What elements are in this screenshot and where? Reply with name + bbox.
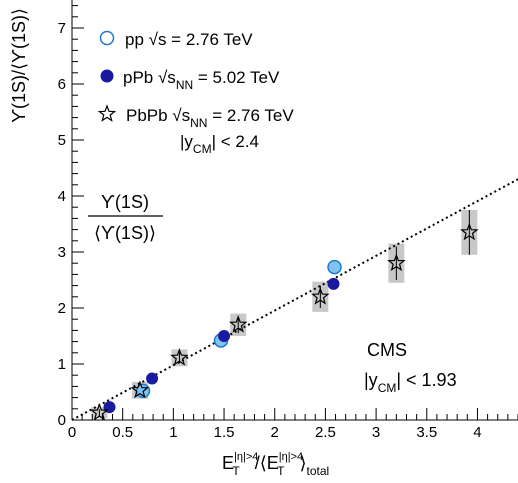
fraction-denominator: ⟨ϒ(1S)⟩	[94, 223, 156, 243]
ppb-marker-3	[327, 277, 340, 290]
x-tick-label: 3	[372, 424, 380, 441]
ppb-marker-1	[146, 372, 159, 385]
legend: pp √s = 2.76 TeV pPb √sNN = 5.02 TeV PbPb …	[97, 30, 294, 156]
legend-ppb-label: pPb √sNN = 5.02 TeV	[123, 68, 280, 92]
x-tick-label: 2.5	[315, 424, 336, 441]
x-tick-label: 0.5	[112, 424, 133, 441]
legend-ppb-marker	[100, 69, 114, 83]
legend-pbpb-rapidity: |yCM| < 2.4	[180, 132, 259, 156]
x-tick-label: 1.5	[214, 424, 235, 441]
ppb-marker-2	[218, 330, 231, 342]
data-markers	[90, 222, 479, 421]
y-tick-label: 5	[58, 132, 66, 149]
axes: 0 0.5 1 1.5 2 2.5 3 3.5 4 0 1 2 3 4 5 6 7 ϒ(1S)/⟨ϒ(1S)⟩ E|…	[9, 0, 518, 478]
legend-pbpb-marker	[97, 104, 117, 122]
y-axis-title: ϒ(1S)/⟨ϒ(1S)⟩	[9, 8, 29, 123]
y-tick-label: 6	[58, 76, 66, 93]
y-tick-label: 3	[58, 244, 66, 261]
y-tick-label: 4	[58, 188, 66, 205]
y-tick-label: 1	[58, 356, 66, 373]
cms-rapidity-label: |yCM| < 1.93	[364, 370, 457, 395]
x-tick-label: 3.5	[416, 424, 437, 441]
cms-label: CMS	[367, 340, 407, 360]
x-tick-label: 4	[473, 424, 481, 441]
pp-marker-2	[327, 259, 342, 275]
legend-pp-marker	[99, 30, 115, 46]
y-tick-label: 2	[58, 300, 66, 317]
star-marker-6	[460, 222, 479, 241]
x-axis-title: E|η|>4 T/⟨E|η|>4 T ⟩total	[222, 451, 329, 478]
star-marker-4	[311, 287, 330, 305]
star-marker-5	[387, 253, 406, 272]
annotations: ϒ(1S) ⟨ϒ(1S)⟩ CMS |yCM| < 1.93	[88, 192, 457, 395]
star-marker-1	[130, 380, 150, 399]
legend-pp-label: pp √s = 2.76 TeV	[125, 30, 253, 49]
y-tick-label: 0	[58, 412, 66, 429]
x-tick-label: 2	[271, 424, 279, 441]
y-tick-label: 7	[58, 20, 66, 37]
star-marker-3	[228, 315, 248, 333]
star-marker-0	[90, 402, 109, 421]
x-tick-label: 0	[68, 424, 76, 441]
fraction-numerator: ϒ(1S)	[101, 192, 149, 212]
legend-pbpb-label: PbPb √sNN = 2.76 TeV	[126, 106, 294, 130]
x-tick-label: 1	[169, 424, 177, 441]
star-marker-2	[170, 348, 189, 366]
error-bars	[98, 210, 470, 417]
